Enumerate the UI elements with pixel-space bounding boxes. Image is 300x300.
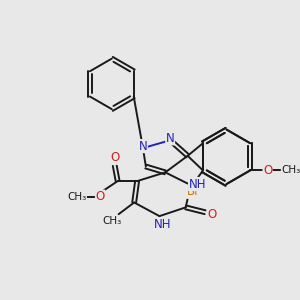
Text: CH₃: CH₃ [102, 216, 122, 226]
Text: O: O [263, 164, 272, 177]
Text: N: N [155, 218, 164, 231]
Text: H: H [162, 220, 170, 230]
Text: N: N [166, 132, 175, 145]
Text: Br: Br [187, 185, 200, 198]
Text: CH₃: CH₃ [281, 165, 300, 176]
Text: CH₃: CH₃ [67, 192, 86, 202]
Text: N: N [139, 140, 147, 153]
Text: O: O [95, 190, 105, 203]
Text: O: O [207, 208, 217, 221]
Text: O: O [110, 151, 119, 164]
Text: NH: NH [154, 218, 171, 231]
Text: NH: NH [189, 178, 206, 190]
